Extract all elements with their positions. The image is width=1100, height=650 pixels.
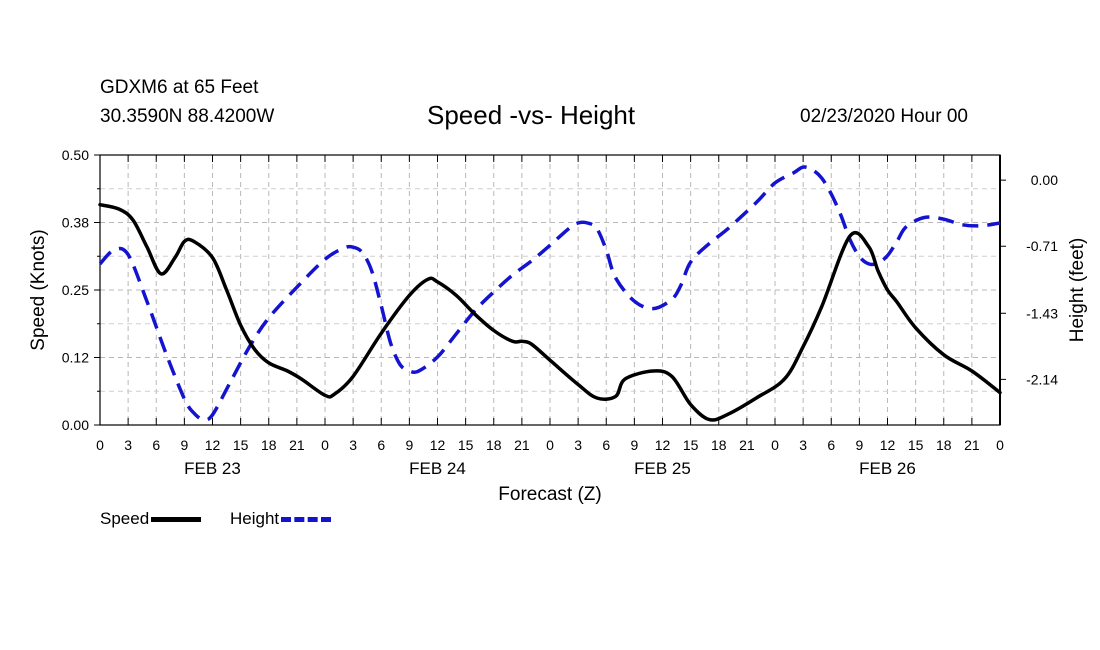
x-tick-label: 6 [827, 437, 835, 453]
x-tick-label: 12 [655, 437, 671, 453]
day-label: FEB 26 [859, 459, 916, 478]
x-tick-label: 18 [486, 437, 502, 453]
left-tick-label: 0.12 [62, 350, 89, 366]
x-tick-label: 15 [458, 437, 474, 453]
x-tick-label: 15 [233, 437, 249, 453]
x-tick-label: 18 [936, 437, 952, 453]
x-tick-label: 0 [996, 437, 1004, 453]
x-tick-label: 12 [205, 437, 221, 453]
right-axis-label: Height (feet) [1067, 238, 1088, 343]
x-tick-label: 3 [799, 437, 807, 453]
x-tick-label: 0 [546, 437, 554, 453]
x-tick-label: 3 [574, 437, 582, 453]
day-label: FEB 24 [409, 459, 466, 478]
station-label: GDXM6 at 65 Feet [100, 77, 259, 98]
legend-speed: Speed [100, 509, 202, 529]
x-tick-label: 9 [405, 437, 413, 453]
x-tick-label: 21 [289, 437, 305, 453]
left-tick-label: 0.38 [62, 215, 89, 231]
legend-speed-swatch [151, 516, 202, 522]
x-axis-ticks: 0 3 6 9 12 15 18 21 0 3 6 9 12 15 18 21 0 3 6 9 12 15 18 21 0 3 6 9… [96, 155, 1004, 478]
coordinates-label: 30.3590N 88.4200W [100, 106, 275, 127]
x-tick-label: 3 [124, 437, 132, 453]
legend-speed-label: Speed [100, 509, 150, 528]
x-tick-label: 9 [855, 437, 863, 453]
x-tick-label: 15 [908, 437, 924, 453]
x-tick-label: 12 [880, 437, 896, 453]
x-tick-label: 6 [152, 437, 160, 453]
x-tick-label: 21 [964, 437, 980, 453]
x-tick-label: 9 [180, 437, 188, 453]
x-tick-label: 18 [711, 437, 727, 453]
left-tick-label: 0.00 [62, 417, 89, 433]
x-tick-label: 6 [602, 437, 610, 453]
speed-series-line [98, 202, 1002, 422]
forecast-datetime: 02/23/2020 Hour 00 [800, 106, 968, 127]
x-tick-label: 0 [321, 437, 329, 453]
x-tick-label: 9 [630, 437, 638, 453]
left-axis-label: Speed (Knots) [28, 229, 49, 350]
legend-height: Height [230, 509, 332, 529]
left-tick-label: 0.25 [62, 282, 89, 298]
x-tick-label: 18 [261, 437, 277, 453]
right-tick-label: -1.43 [1026, 305, 1058, 321]
x-tick-label: 0 [96, 437, 104, 453]
left-axis-ticks: 0.00 0.12 0.25 0.38 0.50 [62, 147, 100, 433]
left-tick-label: 0.50 [62, 147, 89, 163]
day-label: FEB 23 [184, 459, 241, 478]
x-tick-label: 12 [430, 437, 446, 453]
x-tick-label: 21 [514, 437, 530, 453]
grid-lines [100, 155, 1000, 425]
right-tick-label: -0.71 [1026, 238, 1058, 254]
right-tick-label: -2.14 [1026, 371, 1058, 387]
day-label: FEB 25 [634, 459, 691, 478]
chart-title: Speed -vs- Height [427, 100, 636, 130]
right-tick-label: 0.00 [1031, 172, 1058, 188]
x-tick-label: 15 [683, 437, 699, 453]
height-series-line [98, 165, 1001, 422]
x-axis-label: Forecast (Z) [498, 484, 601, 505]
right-axis-ticks: 0.00 -0.71 -1.43 -2.14 [999, 155, 1058, 425]
x-tick-label: 6 [377, 437, 385, 453]
x-tick-label: 3 [349, 437, 357, 453]
legend-height-label: Height [230, 509, 280, 528]
x-tick-label: 21 [739, 437, 755, 453]
legend-height-swatch [281, 516, 332, 522]
x-tick-label: 0 [771, 437, 779, 453]
